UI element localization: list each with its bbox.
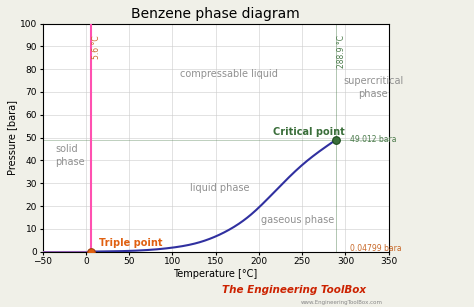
Text: liquid phase: liquid phase <box>190 183 250 193</box>
Text: Critical point: Critical point <box>273 127 345 137</box>
Text: solid
phase: solid phase <box>55 144 85 168</box>
Y-axis label: Pressure [bara]: Pressure [bara] <box>7 100 17 175</box>
Text: 5.6 °C: 5.6 °C <box>92 35 101 59</box>
Text: Triple point: Triple point <box>99 238 163 248</box>
Text: www.EngineeringToolBox.com: www.EngineeringToolBox.com <box>301 300 382 305</box>
Text: The Engineering ToolBox: The Engineering ToolBox <box>222 285 366 295</box>
Text: compressable liquid: compressable liquid <box>180 69 277 79</box>
Text: supercritical
phase: supercritical phase <box>343 76 403 99</box>
Text: 49.012 bara: 49.012 bara <box>350 135 396 144</box>
Text: gaseous phase: gaseous phase <box>261 215 335 225</box>
Title: Benzene phase diagram: Benzene phase diagram <box>131 7 300 21</box>
Text: 0.04799 bara: 0.04799 bara <box>350 244 401 253</box>
Text: 288.9 °C: 288.9 °C <box>337 35 346 68</box>
X-axis label: Temperature [°C]: Temperature [°C] <box>173 269 258 279</box>
